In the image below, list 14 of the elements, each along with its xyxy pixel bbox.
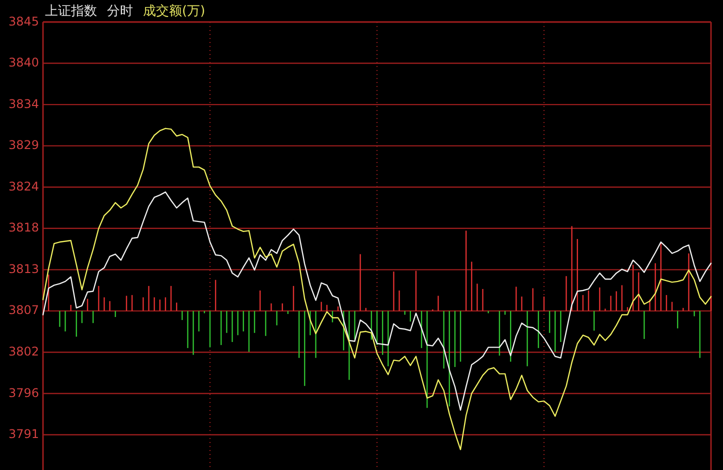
y-tick-label: 3813 xyxy=(8,262,39,276)
y-tick-label: 3818 xyxy=(8,220,39,235)
y-tick-label: 3796 xyxy=(8,386,39,400)
y-tick-label: 3845 xyxy=(8,14,39,28)
y-tick-label: 3824 xyxy=(8,179,39,194)
y-tick-label: 3840 xyxy=(8,56,39,70)
chart-subtitle: 分时 xyxy=(107,4,133,19)
text: 成交额(万) xyxy=(143,3,206,19)
y-tick-label: 3791 xyxy=(8,427,39,442)
chart-title: 上证指数 xyxy=(45,4,97,19)
y-tick-label: 3829 xyxy=(8,138,39,152)
y-tick-label: 3802 xyxy=(8,344,39,359)
y-tick-label: 3834 xyxy=(8,96,39,111)
y-tick-label: 3807 xyxy=(8,303,39,318)
